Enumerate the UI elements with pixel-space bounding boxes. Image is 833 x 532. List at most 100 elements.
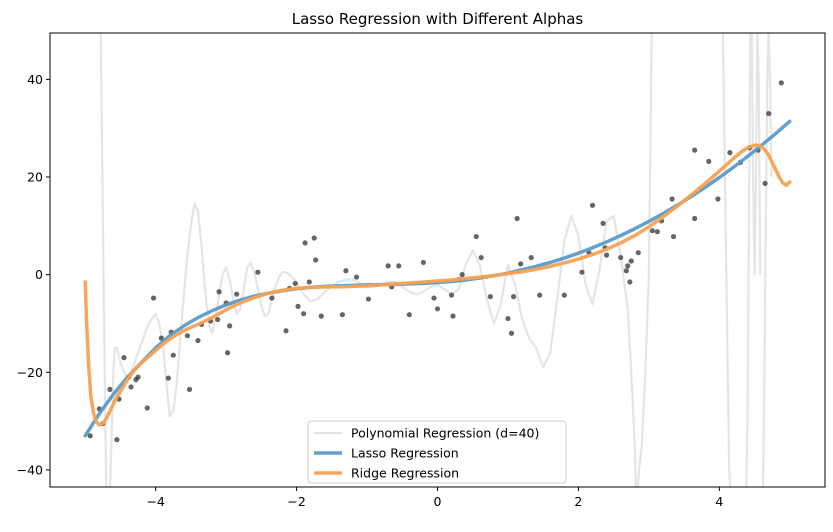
data-point-10: [135, 374, 141, 380]
data-point-56: [478, 254, 484, 261]
y-tick-label: 40: [27, 72, 43, 87]
data-point-30: [283, 328, 289, 334]
data-point-14: [165, 375, 171, 381]
data-point-66: [579, 269, 585, 275]
data-point-26: [227, 323, 233, 329]
data-point-32: [292, 280, 298, 287]
data-point-40: [339, 312, 345, 318]
x-tick-label: 4: [715, 494, 723, 509]
data-point-76: [628, 258, 634, 264]
x-tick-label: 2: [574, 494, 582, 509]
data-point-36: [306, 279, 312, 285]
data-point-18: [186, 386, 193, 392]
data-point-86: [715, 196, 721, 202]
data-point-13: [158, 335, 164, 341]
series-line-polynomial-1: [721, 33, 732, 487]
data-point-64: [537, 292, 543, 298]
data-point-52: [450, 313, 456, 319]
series-line-polynomial-3: [761, 33, 773, 487]
data-point-75: [627, 279, 633, 285]
data-point-44: [385, 263, 391, 269]
data-point-37: [311, 235, 317, 241]
data-point-49: [431, 295, 437, 301]
data-point-74: [625, 263, 631, 269]
data-point-91: [762, 180, 768, 186]
data-point-72: [618, 254, 624, 261]
data-point-39: [318, 313, 324, 319]
data-point-46: [396, 263, 402, 269]
data-point-19: [195, 337, 201, 344]
series-line-ridge: [83, 143, 792, 427]
data-point-35: [302, 240, 308, 246]
data-point-77: [635, 250, 641, 256]
data-point-6: [121, 355, 127, 361]
data-point-65: [561, 292, 567, 298]
data-point-82: [670, 233, 677, 240]
x-tick-label: 0: [434, 494, 442, 509]
data-point-71: [603, 252, 610, 258]
data-point-51: [448, 292, 455, 298]
x-tick-label: −4: [146, 494, 164, 509]
data-point-69: [600, 220, 606, 226]
data-point-11: [144, 405, 150, 411]
data-point-68: [589, 202, 596, 208]
data-point-92: [766, 110, 772, 117]
data-point-55: [473, 233, 479, 240]
y-tick-label: 0: [35, 267, 43, 282]
data-point-22: [215, 316, 221, 323]
data-point-87: [727, 150, 733, 156]
data-point-85: [706, 158, 712, 164]
legend-label: Polynomial Regression (d=40): [351, 426, 539, 441]
data-point-23: [216, 289, 222, 295]
data-point-4: [114, 437, 120, 443]
data-point-8: [128, 384, 134, 390]
data-point-0: [87, 433, 93, 439]
plot-area: [83, 33, 792, 487]
data-point-50: [434, 306, 441, 312]
y-tick-label: 20: [27, 170, 43, 185]
y-axis: −40 −20 0 20 40: [17, 72, 50, 477]
data-point-16: [170, 352, 176, 358]
data-point-28: [255, 269, 261, 275]
data-point-27: [234, 291, 240, 297]
data-point-78: [649, 228, 655, 234]
data-point-61: [514, 215, 520, 222]
data-point-3: [107, 386, 113, 392]
data-point-93: [778, 80, 784, 86]
data-point-47: [406, 312, 412, 318]
data-point-29: [269, 295, 275, 301]
data-point-84: [692, 147, 698, 153]
legend-label: Lasso Regression: [351, 446, 459, 461]
data-point-73: [623, 268, 629, 274]
y-tick-label: −40: [17, 462, 43, 477]
legend-box: [307, 420, 567, 484]
data-point-25: [224, 350, 231, 356]
data-point-79: [654, 229, 660, 235]
data-point-33: [295, 303, 301, 309]
data-point-60: [510, 294, 517, 300]
y-tick-label: −20: [17, 365, 43, 380]
data-point-63: [528, 254, 534, 261]
legend: Polynomial Regression (d=40) Lasso Regres…: [307, 420, 567, 484]
data-point-17: [184, 333, 190, 339]
data-point-42: [353, 274, 360, 280]
data-point-38: [313, 257, 319, 263]
series-line-polynomial-0: [99, 33, 653, 487]
data-point-12: [150, 295, 157, 301]
data-point-83: [692, 215, 698, 222]
data-point-57: [487, 294, 493, 300]
data-point-54: [459, 272, 465, 278]
x-tick-label: −2: [287, 494, 305, 509]
data-point-81: [669, 196, 675, 202]
x-axis: −4 −2 0 2 4: [146, 487, 723, 509]
data-point-34: [301, 311, 307, 317]
series-line-polynomial-2: [745, 33, 762, 487]
data-point-62: [518, 261, 524, 267]
data-point-41: [343, 268, 349, 274]
axes-frame: [49, 32, 826, 488]
data-point-48: [420, 259, 427, 266]
data-point-58: [505, 315, 511, 322]
legend-label: Ridge Regression: [351, 466, 459, 481]
